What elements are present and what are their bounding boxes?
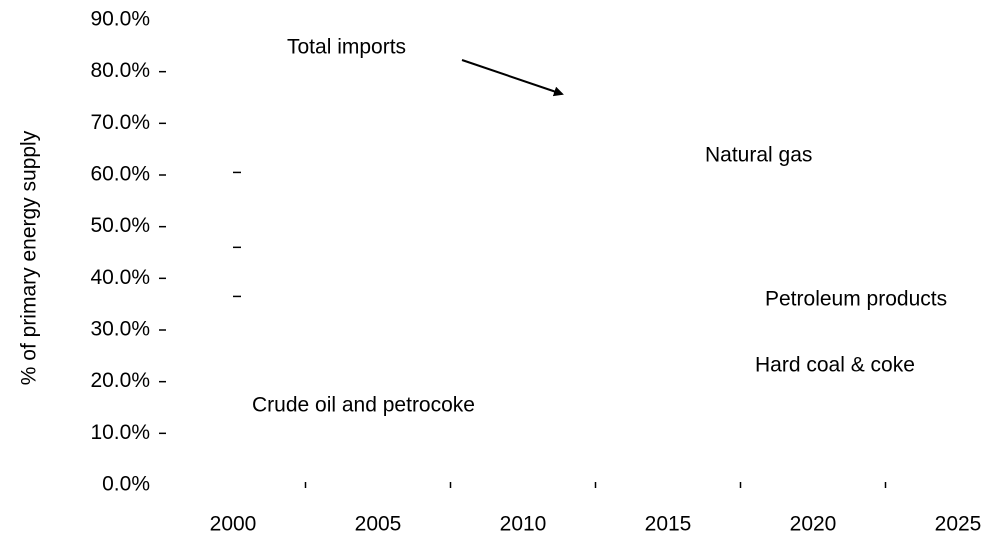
y-tick-label: 80.0% (90, 59, 150, 82)
annotation: Petroleum products (765, 288, 947, 311)
x-tick-label: 2000 (210, 513, 257, 535)
x-tick-label: 2005 (355, 513, 402, 535)
annotation: Hard coal & coke (755, 354, 915, 377)
y-tick-label: 0.0% (102, 473, 150, 496)
y-axis-label: % of primary energy supply (18, 130, 41, 385)
y-tick-label: 90.0% (90, 8, 150, 31)
x-tick-label: 2025 (935, 513, 982, 535)
x-tick-label: 2010 (500, 513, 547, 535)
annotation-arrow (461, 59, 564, 97)
x-tick-label: 2015 (645, 513, 692, 535)
annotation: Crude oil and petrocoke (252, 394, 475, 417)
x-tick-label: 2020 (790, 513, 837, 535)
y-tick-label: 10.0% (90, 421, 150, 444)
y-tick-label: 40.0% (90, 266, 150, 289)
annotation: Total imports (287, 36, 406, 59)
y-tick-label: 30.0% (90, 318, 150, 341)
y-tick-label: 20.0% (90, 369, 150, 392)
y-tick-label: 50.0% (90, 214, 150, 237)
y-tick-label: 60.0% (90, 163, 150, 186)
annotation: Natural gas (705, 144, 812, 167)
y-tick-label: 70.0% (90, 111, 150, 134)
